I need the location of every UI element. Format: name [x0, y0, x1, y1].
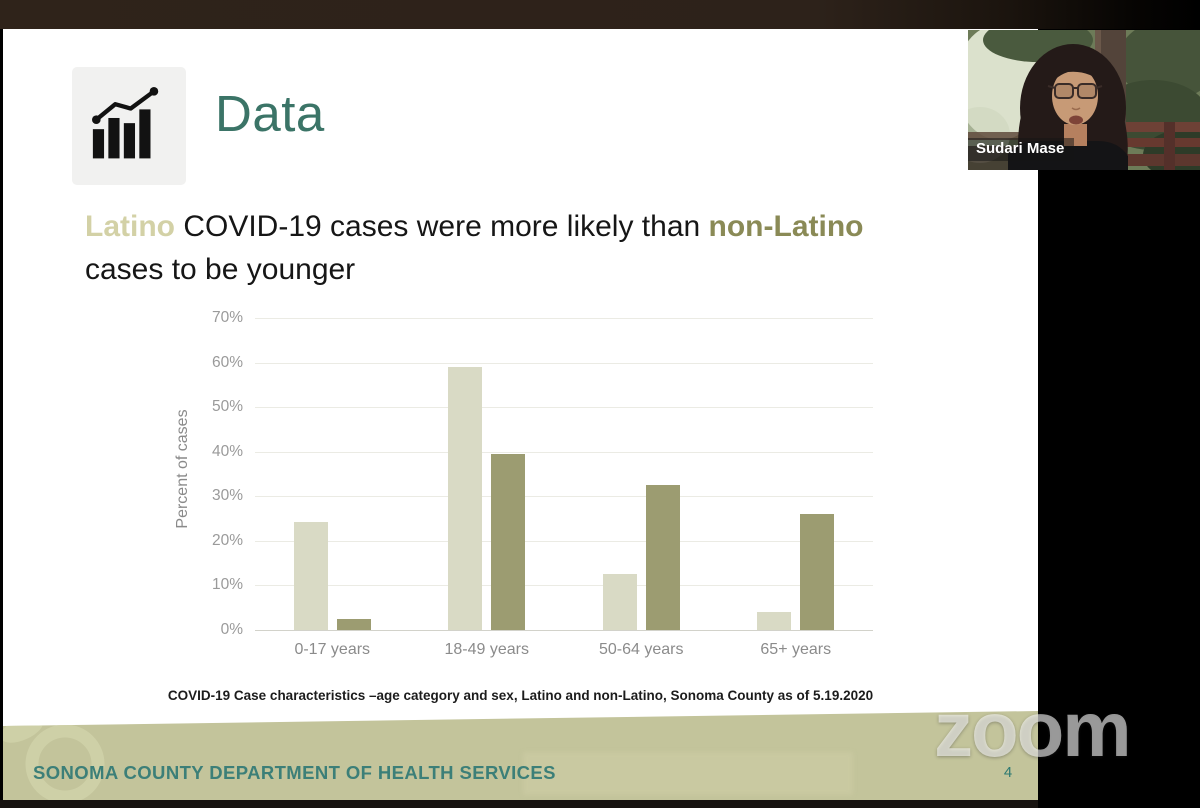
zoom-logo-watermark: zoom [934, 685, 1132, 773]
gridline [255, 451, 873, 453]
gridline [255, 630, 873, 631]
blurred-region [523, 752, 853, 795]
bar-latino [757, 612, 792, 630]
bar-latino [448, 367, 483, 630]
video-sidebar-background [1038, 170, 1200, 808]
y-axis-tick-label: 70% [211, 309, 243, 326]
presentation-slide: Data Latino COVID-19 cases were more lik… [3, 29, 1038, 800]
window-top-border [0, 0, 1200, 29]
x-axis-category-label: 65+ years [760, 641, 832, 658]
gridline [255, 496, 873, 498]
slide-heading-line1: Latino COVID-19 cases were more likely t… [85, 205, 863, 248]
gridline [255, 362, 873, 364]
participant-video-tile[interactable]: Sudari Mase [968, 30, 1200, 170]
x-axis-category-label: 50-64 years [599, 641, 684, 658]
slide-heading-line2: cases to be younger [85, 253, 356, 286]
gridline [255, 585, 873, 587]
slide-page-number: 4 [1003, 764, 1013, 781]
slide-heading: Latino COVID-19 cases were more likely t… [85, 205, 863, 291]
footer-organization: SONOMA COUNTY DEPARTMENT OF HEALTH SERVI… [33, 762, 556, 783]
y-axis-tick-label: 60% [211, 353, 243, 371]
heading-highlight-latino: Latino [85, 210, 175, 243]
bar-chart-trend-icon [86, 81, 172, 172]
data-icon-tile [72, 67, 186, 185]
bar-non-latino [336, 618, 371, 630]
chart-source-caption: COVID-19 Case characteristics –age categ… [167, 688, 874, 703]
bar-non-latino [645, 485, 680, 630]
gridline [255, 540, 873, 542]
bar-non-latino [491, 453, 526, 630]
y-axis-tick-label: 30% [211, 487, 243, 505]
y-axis-tick-label: 40% [211, 442, 243, 460]
y-axis-tick-label: 50% [211, 398, 243, 416]
y-axis-tick-label: 20% [211, 531, 243, 549]
heading-text: COVID-19 cases were more likely than [175, 210, 709, 243]
bar-latino [293, 521, 328, 630]
gridline [255, 318, 873, 319]
bar-non-latino [800, 514, 835, 630]
participant-name-badge: Sudari Mase [968, 138, 1075, 161]
heading-highlight-non-latino: non-Latino [708, 210, 864, 243]
y-axis-tick-label: 0% [220, 621, 243, 638]
window-bottom-border [0, 800, 1038, 808]
x-axis-category-label: 0-17 years [294, 641, 371, 658]
gridline [255, 407, 873, 409]
page-title: Data [215, 85, 325, 142]
sonoma-county-logo-icon [3, 714, 125, 800]
slide-footer-band: SONOMA COUNTY DEPARTMENT OF HEALTH SERVI… [3, 711, 1038, 800]
bar-latino [602, 574, 637, 630]
y-axis-tick-label: 10% [211, 576, 243, 594]
x-axis-category-label: 18-49 years [444, 641, 530, 658]
